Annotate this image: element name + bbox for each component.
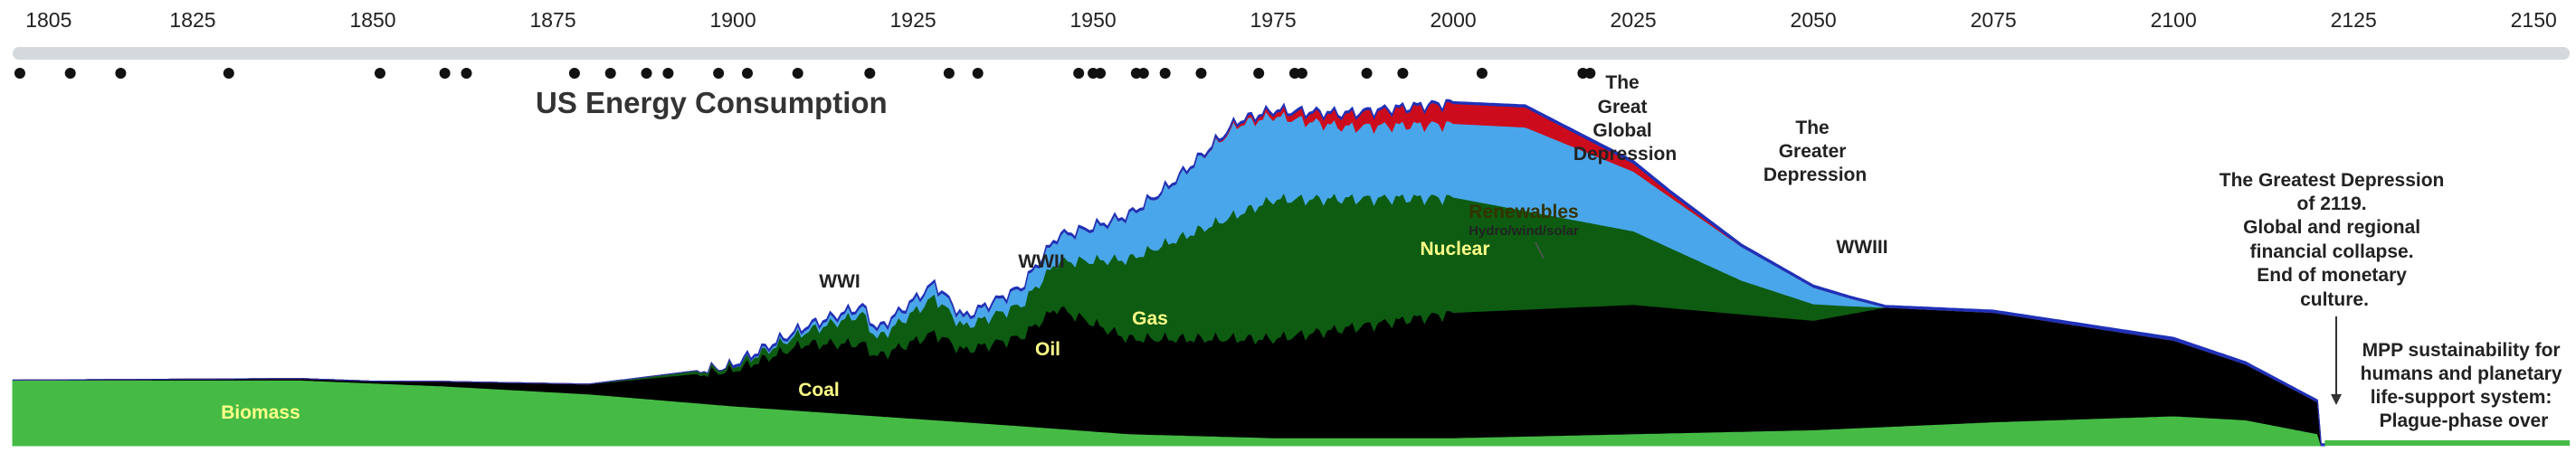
event-marker bbox=[864, 68, 876, 79]
event-marker bbox=[943, 68, 955, 79]
event-marker bbox=[1397, 68, 1409, 79]
tick-label-2150: 2150 bbox=[2511, 8, 2557, 32]
event-marker bbox=[1361, 68, 1373, 79]
annotation-greater-depression: The Greater Depression bbox=[1763, 118, 1867, 185]
annotation-wwi: WWI bbox=[819, 271, 860, 292]
event-marker bbox=[1296, 68, 1307, 79]
tick-label-2125: 2125 bbox=[2331, 8, 2377, 32]
event-marker bbox=[223, 68, 234, 79]
annotation-mpp: MPP sustainability for humans and planet… bbox=[2361, 340, 2568, 431]
renewables-pointer bbox=[1535, 241, 1545, 259]
event-marker bbox=[461, 68, 472, 79]
series-label-nuclear: Nuclear bbox=[1420, 239, 1489, 259]
event-marker bbox=[713, 68, 725, 79]
tick-label-1975: 1975 bbox=[1250, 8, 1297, 32]
chart-title: US Energy Consumption bbox=[536, 86, 888, 119]
tick-label-1825: 1825 bbox=[169, 8, 215, 32]
series-label-coal: Coal bbox=[798, 380, 840, 401]
event-marker bbox=[1137, 68, 1149, 79]
tick-label-2000: 2000 bbox=[1431, 8, 1477, 32]
tick-label-1950: 1950 bbox=[1069, 8, 1116, 32]
timeline-bar bbox=[13, 47, 2570, 60]
event-marker bbox=[1253, 68, 1265, 79]
event-marker bbox=[115, 68, 127, 79]
event-marker bbox=[792, 68, 803, 79]
tick-label-1875: 1875 bbox=[529, 8, 575, 32]
tick-label-1850: 1850 bbox=[349, 8, 395, 32]
stacked-areas bbox=[12, 99, 2570, 447]
tick-label-1925: 1925 bbox=[889, 8, 936, 32]
year-tick-labels: 1805 1825 1850 1875 1900 1925 1950 1975 2000 2025… bbox=[25, 8, 2557, 32]
series-label-biomass: Biomass bbox=[221, 402, 300, 423]
tick-label-1805: 1805 bbox=[25, 8, 71, 32]
annotation-greatest-depression: The Greatest Depression of 2119. Global … bbox=[2220, 170, 2449, 310]
annotation-wwii: WWII bbox=[1018, 251, 1064, 272]
event-marker bbox=[641, 68, 652, 79]
event-marker bbox=[741, 68, 753, 79]
event-marker bbox=[972, 68, 984, 79]
event-marker bbox=[568, 68, 580, 79]
renewables-sublabel: Hydro/wind/solar bbox=[1469, 223, 1579, 239]
tick-label-2075: 2075 bbox=[1971, 8, 2017, 32]
event-marker bbox=[1073, 68, 1085, 79]
event-markers bbox=[14, 68, 1596, 79]
event-marker bbox=[14, 68, 25, 79]
event-marker bbox=[1584, 68, 1596, 79]
event-marker bbox=[662, 68, 674, 79]
event-marker bbox=[604, 68, 616, 79]
area-renewables bbox=[13, 99, 2325, 447]
event-marker bbox=[374, 68, 385, 79]
greatest-depression-arrowhead bbox=[2331, 394, 2342, 405]
annotations: WWI WWII WWIII The Great Global Depressi… bbox=[819, 72, 2568, 431]
annotation-great-global-depression: The Great Global Depression bbox=[1573, 72, 1677, 165]
series-label-renewables: Renewables bbox=[1469, 202, 1578, 222]
event-marker bbox=[1095, 68, 1107, 79]
event-marker bbox=[439, 68, 451, 79]
tick-label-2100: 2100 bbox=[2151, 8, 2197, 32]
event-marker bbox=[1476, 68, 1488, 79]
event-marker bbox=[1195, 68, 1207, 79]
event-marker bbox=[1159, 68, 1171, 79]
timeline bbox=[13, 47, 2570, 60]
series-label-oil: Oil bbox=[1035, 339, 1060, 360]
tick-label-2050: 2050 bbox=[1791, 8, 1837, 32]
annotation-wwiii: WWIII bbox=[1836, 237, 1887, 258]
event-marker bbox=[64, 68, 76, 79]
series-label-gas: Gas bbox=[1132, 308, 1168, 329]
tick-label-2025: 2025 bbox=[1611, 8, 1657, 32]
post-collapse-baseline bbox=[2324, 440, 2570, 446]
series-labels: Biomass Coal Oil Gas Nuclear Renewables bbox=[221, 202, 1578, 423]
tick-label-1900: 1900 bbox=[709, 8, 756, 32]
